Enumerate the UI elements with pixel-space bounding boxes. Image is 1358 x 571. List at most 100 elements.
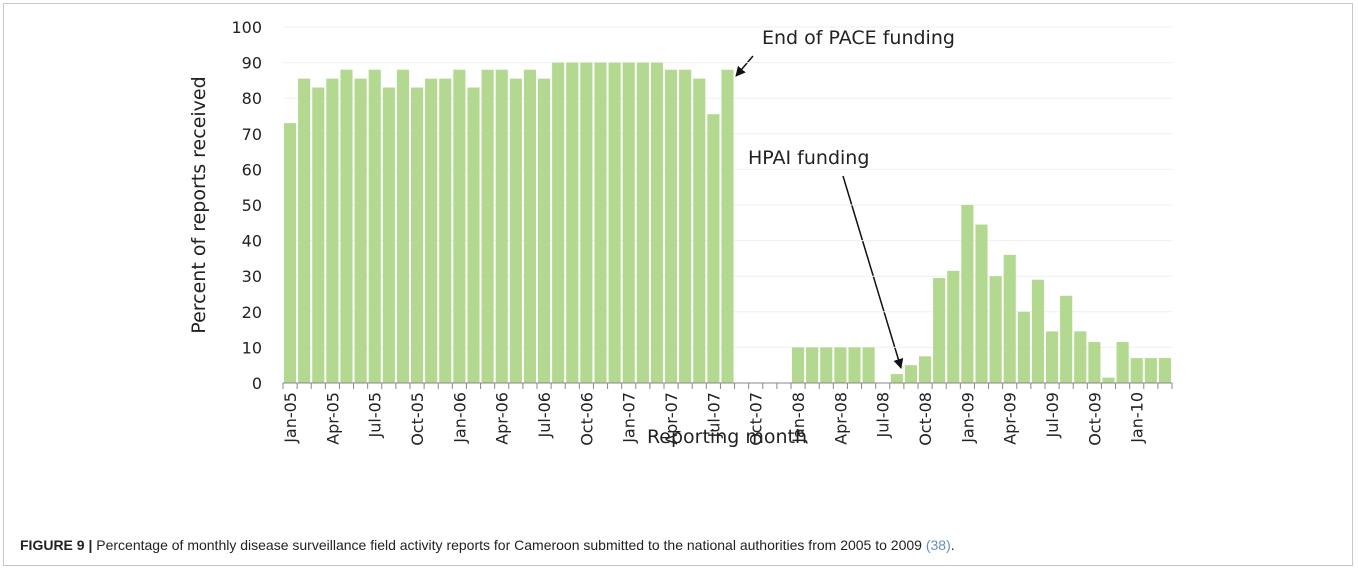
y-tick-label: 10 bbox=[242, 338, 262, 357]
bar bbox=[820, 347, 833, 383]
bar bbox=[961, 205, 974, 383]
bar bbox=[862, 347, 875, 383]
x-tick-label: Oct-05 bbox=[408, 392, 427, 446]
bar bbox=[664, 69, 678, 383]
y-tick-label: 80 bbox=[242, 89, 262, 108]
y-tick-label: 50 bbox=[242, 196, 262, 215]
y-tick-label: 20 bbox=[242, 303, 262, 322]
caption-label: FIGURE 9 | bbox=[20, 537, 93, 553]
bar bbox=[636, 62, 649, 383]
bar bbox=[918, 356, 932, 383]
bar bbox=[552, 62, 565, 383]
bar bbox=[566, 62, 579, 383]
bar bbox=[298, 78, 311, 384]
bar bbox=[1045, 331, 1059, 383]
x-tick-label: Oct-08 bbox=[916, 392, 935, 446]
caption-ref[interactable]: (38) bbox=[925, 537, 951, 553]
bar bbox=[1031, 279, 1045, 383]
y-tick-label: 30 bbox=[242, 267, 262, 286]
x-tick-label: Jul-08 bbox=[874, 392, 893, 438]
x-tick-label: Apr-07 bbox=[662, 392, 681, 445]
y-axis-title: Percent of reports received bbox=[188, 76, 210, 333]
x-tick-label: Jan-05 bbox=[281, 392, 300, 444]
annotation-arrow bbox=[842, 175, 904, 369]
bar bbox=[368, 69, 381, 383]
bar bbox=[679, 69, 692, 383]
bar bbox=[1158, 358, 1172, 383]
bar bbox=[890, 374, 903, 383]
bar bbox=[1088, 342, 1101, 383]
bar bbox=[523, 69, 537, 383]
x-tick-label: Jan-08 bbox=[789, 392, 808, 444]
annotation-arrow bbox=[735, 55, 754, 77]
x-tick-label: Apr-09 bbox=[1001, 392, 1020, 445]
bar bbox=[1017, 311, 1030, 383]
figure-frame bbox=[3, 3, 1353, 566]
y-tick-label: 70 bbox=[242, 125, 262, 144]
annotation: HPAI funding bbox=[748, 147, 869, 169]
bar bbox=[650, 62, 664, 383]
bar bbox=[594, 62, 607, 383]
x-tick-label: Jan-07 bbox=[620, 392, 639, 444]
bar bbox=[382, 87, 395, 384]
bar bbox=[1060, 295, 1073, 383]
bar bbox=[580, 62, 593, 383]
bar bbox=[354, 78, 367, 384]
caption: FIGURE 9 | Percentage of monthly disease… bbox=[20, 537, 955, 553]
bar bbox=[1074, 331, 1087, 383]
caption-end: . bbox=[950, 537, 955, 553]
bar bbox=[848, 347, 861, 383]
bar bbox=[312, 87, 325, 384]
bar bbox=[622, 62, 635, 383]
x-tick-label: Jan-06 bbox=[450, 392, 469, 444]
x-tick-label: Jan-09 bbox=[958, 392, 977, 444]
bar bbox=[1130, 358, 1143, 383]
y-tick-label: 40 bbox=[242, 232, 262, 251]
y-tick-label: 60 bbox=[242, 160, 262, 179]
bar bbox=[693, 78, 706, 384]
bar bbox=[537, 78, 551, 384]
bar bbox=[283, 123, 297, 384]
x-tick-label: Oct-07 bbox=[747, 392, 766, 446]
x-tick-label: Jul-07 bbox=[704, 392, 723, 438]
bar bbox=[721, 69, 734, 383]
bar bbox=[947, 270, 960, 383]
bar bbox=[707, 114, 720, 383]
x-tick-label: Oct-09 bbox=[1085, 392, 1104, 446]
bar bbox=[453, 69, 466, 383]
bar bbox=[1003, 254, 1016, 383]
x-tick-label: Apr-05 bbox=[323, 392, 342, 445]
y-tick-label: 0 bbox=[252, 374, 262, 393]
x-tick-label: Oct-06 bbox=[577, 392, 596, 446]
x-axis-title: Reporting month bbox=[647, 426, 807, 448]
bar bbox=[467, 87, 480, 384]
x-tick-label: Apr-08 bbox=[831, 392, 850, 445]
caption-text: Percentage of monthly disease surveillan… bbox=[96, 537, 922, 553]
x-tick-label: Jul-05 bbox=[366, 392, 385, 438]
x-tick-label: Jul-09 bbox=[1043, 392, 1062, 438]
bar bbox=[1116, 342, 1129, 383]
bar bbox=[933, 277, 946, 383]
bar bbox=[439, 78, 452, 384]
bar bbox=[326, 78, 339, 384]
bar bbox=[608, 62, 621, 383]
x-tick-label: Jan-10 bbox=[1128, 392, 1147, 444]
bar bbox=[1144, 358, 1157, 383]
bar bbox=[1102, 377, 1115, 383]
bar bbox=[834, 347, 847, 383]
bar bbox=[989, 276, 1002, 383]
bar bbox=[495, 69, 508, 383]
y-tick-label: 100 bbox=[231, 18, 262, 37]
annotation: End of PACE funding bbox=[762, 27, 955, 49]
bar bbox=[806, 347, 819, 383]
bar bbox=[396, 69, 410, 383]
bar bbox=[481, 69, 494, 383]
bar bbox=[904, 365, 918, 383]
bar bbox=[425, 78, 438, 384]
bar bbox=[509, 78, 522, 384]
bar bbox=[975, 224, 988, 383]
x-tick-label: Jul-06 bbox=[535, 392, 554, 438]
y-tick-label: 90 bbox=[242, 54, 262, 73]
bar bbox=[340, 69, 353, 383]
x-tick-label: Apr-06 bbox=[493, 392, 512, 445]
